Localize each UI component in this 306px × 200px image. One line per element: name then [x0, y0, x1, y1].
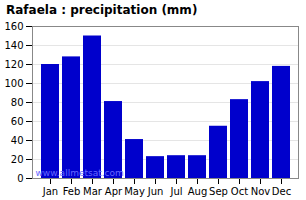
svg-text:Apr: Apr [105, 186, 123, 197]
svg-text:40: 40 [11, 135, 24, 146]
svg-text:Mar: Mar [83, 186, 103, 197]
svg-text:Jul: Jul [169, 186, 182, 197]
svg-text:May: May [124, 186, 145, 197]
svg-text:Jan: Jan [42, 186, 58, 197]
svg-text:160: 160 [4, 21, 23, 32]
svg-text:80: 80 [11, 97, 24, 108]
html-text:Rafaela : precipitation (mm): Rafaela : precipitation (mm) [6, 3, 198, 17]
svg-text:www.allmetsat.com: www.allmetsat.com [36, 168, 124, 178]
svg-text:Oct: Oct [231, 186, 248, 197]
svg-text:Jun: Jun [147, 186, 164, 197]
svg-text:100: 100 [4, 78, 23, 89]
svg-text:Sep: Sep [209, 186, 228, 197]
svg-text:20: 20 [11, 154, 24, 165]
svg-text:Aug: Aug [188, 186, 208, 197]
svg-text:120: 120 [4, 59, 23, 70]
svg-text:60: 60 [11, 116, 24, 127]
svg-text:Feb: Feb [63, 186, 81, 197]
svg-text:140: 140 [4, 40, 23, 51]
svg-text:Dec: Dec [272, 186, 291, 197]
svg-text:0: 0 [17, 173, 23, 184]
svg-text:Nov: Nov [251, 186, 271, 197]
